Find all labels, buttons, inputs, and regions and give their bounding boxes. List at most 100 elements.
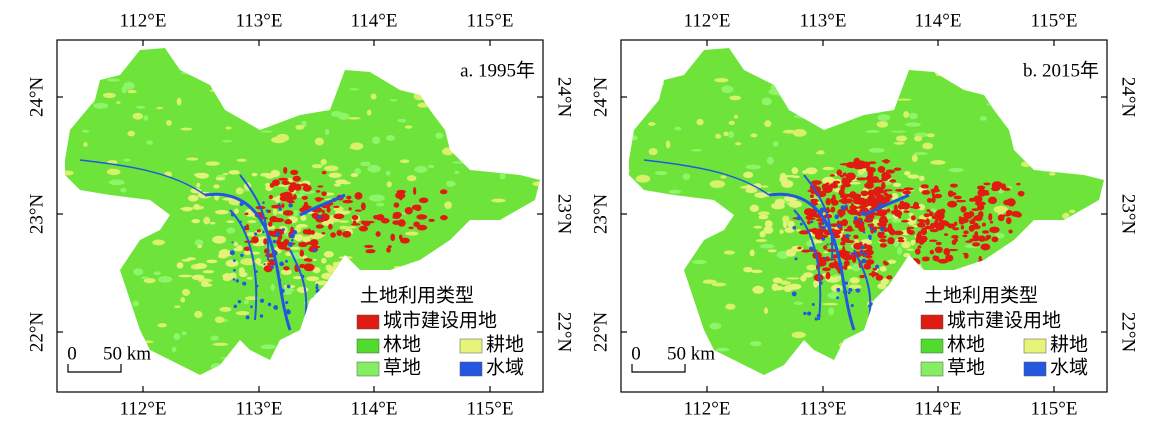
urban [306,241,313,245]
cropland [877,283,887,290]
cropland [81,77,96,83]
urban [301,195,308,200]
cropland [201,283,213,287]
urban [970,224,981,230]
urban [885,169,896,174]
cropland [451,161,467,164]
urban [866,166,876,173]
cropland [280,269,292,276]
cropland [733,114,738,119]
urban [393,202,400,208]
cropland [511,265,521,270]
cropland [682,173,691,181]
cropland [339,225,350,230]
cropland [919,175,925,182]
cropland [986,103,997,106]
water [873,314,878,318]
urban [319,213,330,222]
cropland [225,126,232,130]
urban [860,190,869,197]
urban [850,162,854,169]
urban [303,258,312,262]
cropland [753,225,763,229]
urban [921,190,931,195]
cropland [217,253,228,259]
river [643,159,770,196]
lon-label: 115°E [467,10,514,31]
cropland [499,172,506,180]
urban [947,200,958,208]
cropland [299,190,315,194]
water [824,222,830,227]
water [845,233,850,239]
cropland [437,349,451,358]
lat-label: 22°N [1118,312,1139,353]
urban [875,274,884,281]
cropland [65,207,73,214]
water [842,289,848,295]
cropland [1018,252,1033,256]
water [859,220,863,224]
cropland [932,56,943,63]
urban [916,222,926,228]
legend-item: 耕地 [486,333,524,355]
urban [883,261,889,266]
cropland [907,269,915,275]
urban [923,213,930,218]
cropland [1032,248,1042,254]
cropland [122,158,131,162]
urban [972,242,981,247]
cropland [65,52,69,55]
cropland [905,122,921,127]
cropland [93,102,109,109]
cropland [911,267,916,274]
cropland [812,240,823,244]
cropland [785,287,797,291]
urban [365,250,376,254]
cropland [466,274,477,281]
cropland [760,185,769,188]
cropland [245,296,258,301]
water [863,253,867,257]
water [245,315,250,320]
cropland [329,280,338,283]
water [259,298,265,303]
cropland [135,215,151,220]
cropland [892,182,902,187]
cropland [629,135,638,141]
lat-label: 23°N [1118,194,1139,235]
cropland [240,258,256,266]
cropland [647,318,658,323]
urban [310,230,315,235]
legend-title: 土地利用类型 [924,284,1038,306]
urban [870,189,880,195]
cropland [803,58,809,66]
water [315,286,319,290]
lon-label: 115°E [1031,398,1078,419]
urban [931,188,935,197]
cropland [723,131,729,137]
cropland [802,59,815,64]
cropland [180,71,195,75]
cropland [220,356,234,359]
cropland [347,117,362,120]
urban [865,255,873,259]
cropland [202,270,215,274]
urban [928,211,934,217]
cropland [327,285,338,290]
water [861,258,867,264]
cropland [143,278,156,284]
urban [829,174,835,177]
cropland [235,311,250,316]
urban [864,250,873,255]
urban [838,210,844,218]
cropland [644,260,656,263]
cropland [943,50,952,57]
urban [899,200,905,206]
urban [958,217,969,224]
urban [400,237,410,244]
legend-swatch [356,338,380,354]
cropland [349,88,360,91]
urban [825,197,831,206]
cropland [225,259,239,268]
